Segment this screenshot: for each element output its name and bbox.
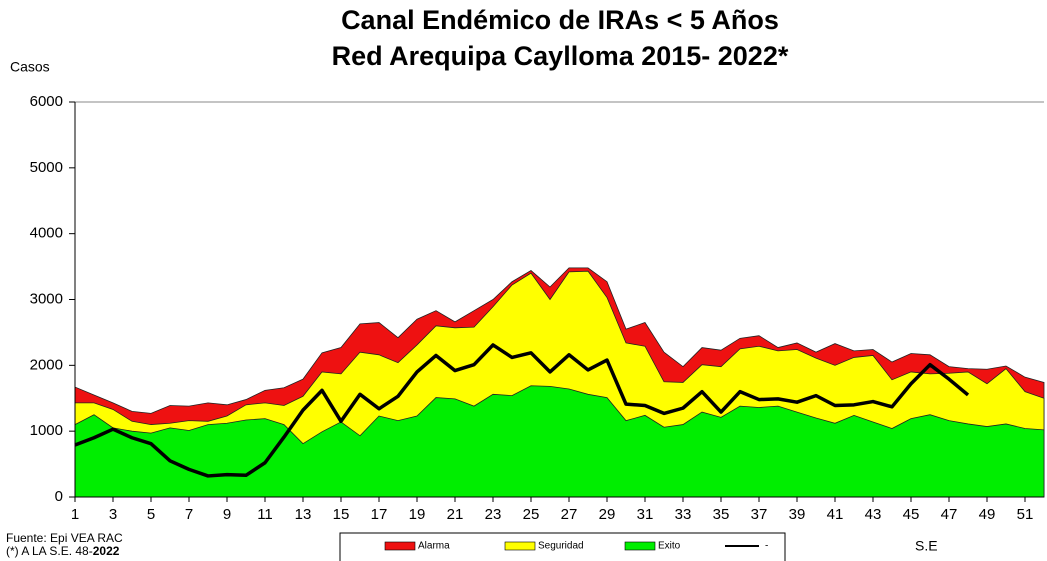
x-tick-label: 3: [109, 506, 117, 523]
chart-subtitle: Red Arequipa Caylloma 2015- 2022*: [332, 41, 789, 71]
x-tick-label: 35: [713, 506, 730, 523]
footnote-bold: 2022: [93, 544, 120, 558]
y-tick-label: 6000: [30, 93, 63, 110]
x-tick-label: 41: [827, 506, 844, 523]
y-tick-label: 0: [55, 488, 63, 505]
x-tick-label: 23: [485, 506, 502, 523]
x-tick-label: 33: [675, 506, 692, 523]
footnote: (*) A LA S.E. 48-2022: [6, 544, 120, 558]
legend-label: Exito: [658, 541, 681, 552]
legend-label: Alarma: [418, 541, 450, 552]
x-tick-label: 31: [637, 506, 654, 523]
x-tick-label: 47: [941, 506, 958, 523]
y-tick-label: 1000: [30, 422, 63, 439]
line-series: [74, 343, 970, 478]
x-tick-label: 29: [599, 506, 616, 523]
x-tick-label: 27: [561, 506, 578, 523]
x-axis-label: S.E: [915, 538, 938, 554]
x-tick-label: 15: [333, 506, 350, 523]
y-axis-label: Casos: [10, 59, 50, 75]
legend-swatch: [504, 541, 536, 551]
y-tick-label: 2000: [30, 356, 63, 373]
x-tick-label: 1: [71, 506, 79, 523]
footnote-text: (*) A LA S.E. 48-: [6, 544, 93, 558]
area-exito: [74, 385, 1045, 498]
x-tick-label: 25: [523, 506, 540, 523]
legend: Alarma Seguridad Exito -: [384, 541, 768, 552]
y-tick-label: 4000: [30, 225, 63, 242]
chart-title: Canal Endémico de IRAs < 5 Años: [341, 5, 779, 35]
x-tick-label: 49: [979, 506, 996, 523]
y-tick-label: 3000: [30, 290, 63, 307]
x-tick-label: 51: [1017, 506, 1034, 523]
y-tick-label: 5000: [30, 159, 63, 176]
legend-swatch: [624, 541, 656, 551]
x-tick-label: 9: [223, 506, 231, 523]
x-tick-label: 17: [371, 506, 388, 523]
source-note: Fuente: Epi VEA RAC: [6, 531, 123, 545]
x-tick-label: 7: [185, 506, 193, 523]
x-tick-label: 13: [295, 506, 312, 523]
x-tick-label: 5: [147, 506, 155, 523]
legend-label: -: [765, 541, 768, 552]
x-tick-label: 21: [447, 506, 464, 523]
x-tick-label: 39: [789, 506, 806, 523]
x-tick-label: 43: [865, 506, 882, 523]
x-tick-label: 45: [903, 506, 920, 523]
legend-label: Seguridad: [538, 541, 584, 552]
x-tick-label: 37: [751, 506, 768, 523]
x-tick-label: 11: [257, 506, 273, 523]
plot-area: [74, 267, 1045, 498]
legend-swatch: [384, 541, 416, 551]
x-tick-label: 19: [409, 506, 426, 523]
